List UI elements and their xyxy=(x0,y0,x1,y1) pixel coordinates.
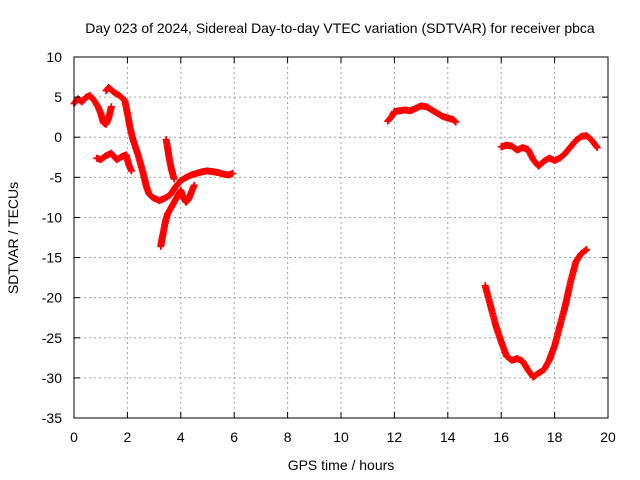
grid xyxy=(74,57,608,418)
x-tick-label: 14 xyxy=(440,429,456,445)
data-point xyxy=(229,169,237,177)
x-tick-label: 8 xyxy=(284,429,292,445)
x-tick-label: 10 xyxy=(333,429,349,445)
x-tick-label: 16 xyxy=(493,429,509,445)
x-axis-label: GPS time / hours xyxy=(288,457,395,473)
series-arc-1 xyxy=(70,92,115,128)
x-tick-label: 20 xyxy=(600,429,616,445)
series-arc-3 xyxy=(93,149,135,175)
y-tick-label: -35 xyxy=(42,410,62,426)
y-tick-label: 5 xyxy=(54,89,62,105)
data-point xyxy=(190,181,198,189)
x-tick-label: 2 xyxy=(124,429,132,445)
data-point xyxy=(583,246,591,254)
data-point xyxy=(451,117,459,125)
data-series xyxy=(70,83,601,381)
data-point xyxy=(593,144,601,152)
data-point xyxy=(107,103,115,111)
y-tick-label: -20 xyxy=(42,290,62,306)
series-arc-2 xyxy=(102,83,237,205)
x-tick-label: 4 xyxy=(177,429,185,445)
chart-title: Day 023 of 2024, Sidereal Day-to-day VTE… xyxy=(85,20,595,36)
data-point xyxy=(127,167,135,175)
y-tick-label: -10 xyxy=(42,209,62,225)
series-arc-6 xyxy=(384,102,460,126)
y-axis-label: SDTVAR / TECUs xyxy=(5,182,21,294)
x-tick-label: 6 xyxy=(230,429,238,445)
data-point xyxy=(170,175,178,183)
y-tick-label: -25 xyxy=(42,330,62,346)
x-tick-label: 12 xyxy=(387,429,403,445)
x-tick-label: 0 xyxy=(70,429,78,445)
data-point xyxy=(592,142,600,150)
series-arc-7 xyxy=(497,132,601,170)
data-point xyxy=(452,118,460,126)
series-arc-8 xyxy=(481,246,591,381)
axes: 0 2 4 6 8 10 12 14 16 18 20 10 5 0 -5 -10 -15 -20 -25 -30 -3… xyxy=(42,49,616,445)
y-tick-label: -30 xyxy=(42,370,62,386)
y-tick-label: 10 xyxy=(46,49,62,65)
y-tick-label: -5 xyxy=(50,169,63,185)
x-tick-label: 18 xyxy=(547,429,563,445)
y-tick-label: 0 xyxy=(54,129,62,145)
series-arc-5 xyxy=(162,136,178,183)
data-point xyxy=(582,246,590,254)
y-tick-label: -15 xyxy=(42,250,62,266)
series-arc-4 xyxy=(157,181,198,250)
